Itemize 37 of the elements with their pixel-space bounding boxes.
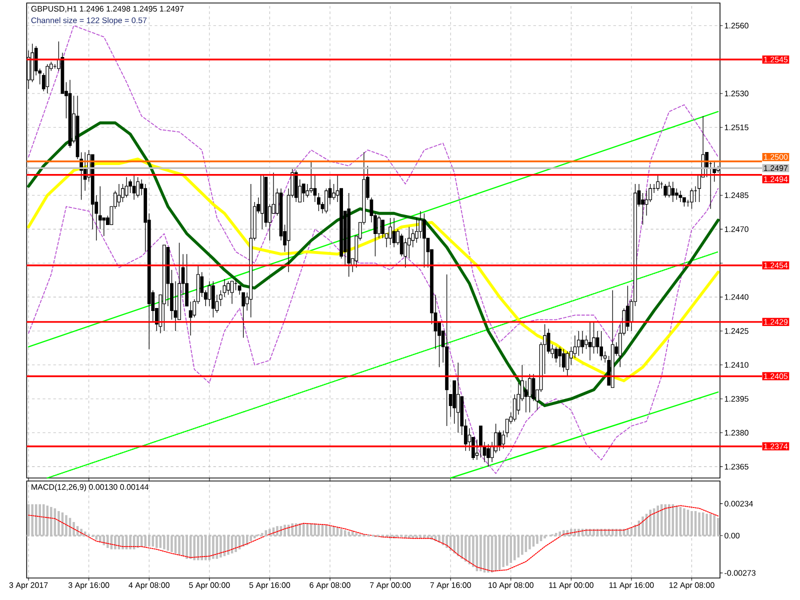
x-tick-label: 4 Apr 08:00 <box>128 582 170 590</box>
y-tick-label: 1.2470 <box>724 226 748 232</box>
x-tick-label: 6 Apr 08:00 <box>310 582 350 590</box>
x-tick-label: 11 Apr 16:00 <box>609 582 654 590</box>
chart-title: GBPUSD,H1 1.2496 1.2498 1.2495 1.2497 <box>31 6 184 13</box>
ref-line-label: 1.2454 <box>764 262 788 268</box>
y-tick-label: 1.2425 <box>724 328 748 334</box>
y-tick-label: 1.2395 <box>724 396 748 402</box>
y-tick-label: 0.00 <box>724 532 740 538</box>
x-tick-label: 12 Apr 08:00 <box>669 582 714 590</box>
ref-line-label: 1.2405 <box>764 373 788 380</box>
y-tick-label: -0.00273 <box>724 570 756 576</box>
y-tick-label: 1.2440 <box>724 294 748 300</box>
chart-title: MACD(12,26,9) 0.00130 0.00144 <box>32 484 149 492</box>
y-tick-label: 0.00234 <box>724 500 753 507</box>
y-tick-label: 1.2515 <box>724 124 748 130</box>
x-tick-label: 3 Apr 2017 <box>9 582 48 590</box>
x-tick-label: 5 Apr 16:00 <box>249 582 290 590</box>
x-tick-label: 10 Apr 08:00 <box>488 582 534 590</box>
ref-line-label: 1.2497 <box>764 165 788 171</box>
y-tick-label: 1.2560 <box>724 22 748 28</box>
y-tick-label: 1.2365 <box>724 464 748 470</box>
x-tick-label: 7 Apr 16:00 <box>430 582 471 590</box>
ref-line-label: 1.2374 <box>764 444 788 450</box>
text: Channel size = 122 Slope = 0.57 <box>31 17 147 25</box>
y-tick-label: 1.2485 <box>724 192 748 198</box>
ref-line-label: 1.2429 <box>764 319 788 325</box>
ref-line-label: 1.2545 <box>764 56 788 62</box>
y-tick-label: 1.2380 <box>724 430 748 436</box>
ref-line-label: 1.2494 <box>764 176 788 182</box>
x-tick-label: 5 Apr 00:00 <box>189 582 230 590</box>
x-tick-label: 11 Apr 00:00 <box>549 582 594 590</box>
ref-line-label: 1.2500 <box>764 154 788 160</box>
y-tick-label: 1.2410 <box>724 362 748 368</box>
x-tick-label: 3 Apr 16:00 <box>68 582 110 590</box>
x-tick-label: 7 Apr 00:00 <box>370 582 411 590</box>
y-tick-label: 1.2530 <box>724 90 748 96</box>
